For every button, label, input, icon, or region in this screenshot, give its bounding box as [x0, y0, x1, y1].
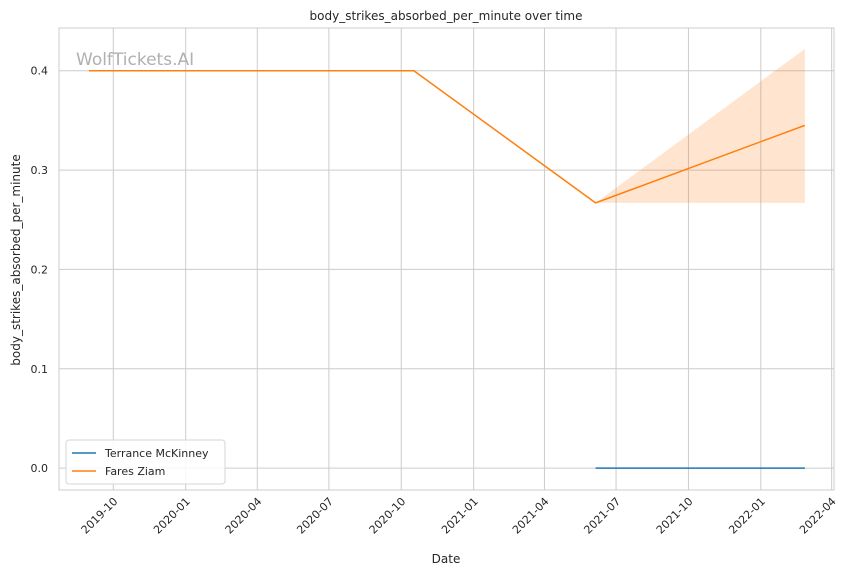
- plot-frame: [58, 27, 835, 491]
- y-tick-label: 0.4: [31, 65, 49, 78]
- series-line-1: [88, 69, 806, 204]
- series-lines: [88, 69, 806, 469]
- y-tick-label: 0.0: [31, 462, 49, 475]
- legend-label-0: Terrance McKinney: [104, 447, 209, 460]
- confidence-bands: [595, 48, 805, 203]
- y-axis-label: body_strikes_absorbed_per_minute: [9, 154, 23, 365]
- x-axis-label: Date: [432, 552, 461, 566]
- y-axis-ticks: 0.0 0.1 0.2 0.3 0.4: [31, 65, 49, 475]
- y-tick-label: 0.3: [31, 164, 49, 177]
- legend-label-1: Fares Ziam: [105, 465, 165, 478]
- confidence-band-1: [595, 48, 805, 203]
- y-tick-label: 0.1: [31, 363, 49, 376]
- legend-box: [65, 439, 226, 485]
- chart-title: body_strikes_absorbed_per_minute over ti…: [310, 9, 583, 23]
- y-tick-label: 0.2: [31, 263, 49, 276]
- watermark: WolfTickets.AI: [76, 50, 194, 70]
- legend: Terrance McKinney Fares Ziam: [65, 439, 226, 485]
